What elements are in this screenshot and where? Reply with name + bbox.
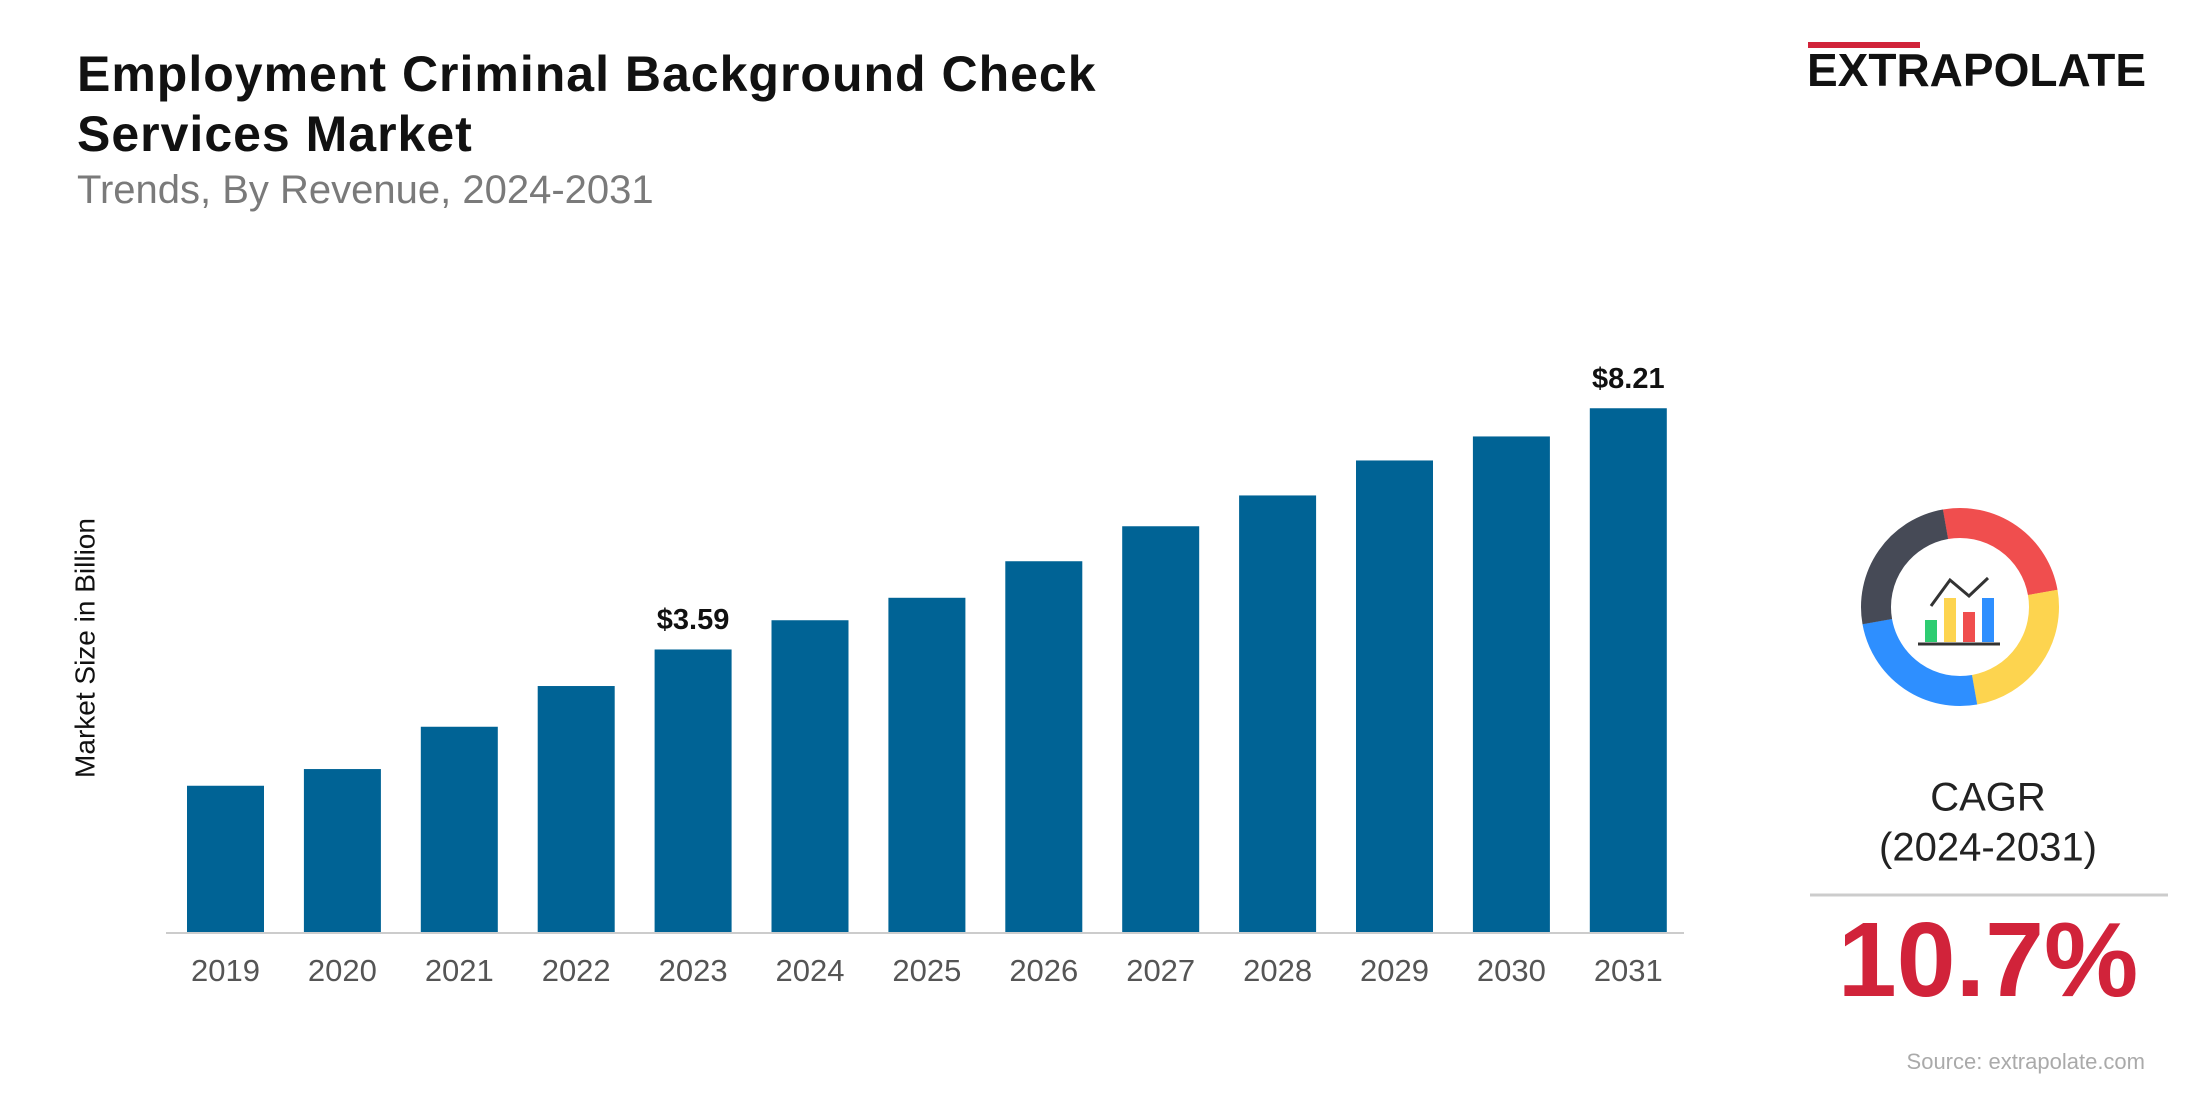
cagr-label: CAGR (1930, 776, 2046, 820)
bar (187, 785, 264, 933)
icon-bar (1963, 612, 1975, 642)
y-axis-label: Market Size in Billion (69, 518, 100, 778)
bar (1239, 495, 1317, 933)
cagr-value: 10.7% (1838, 901, 2139, 1019)
icon-bar (1925, 620, 1937, 642)
icon-line (1929, 576, 1990, 607)
bar (1122, 526, 1200, 933)
x-tick-label: 2022 (542, 953, 611, 988)
data-label: $8.21 (1592, 363, 1665, 395)
cagr-period: (2024-2031) (1879, 826, 2097, 870)
x-tick-label: 2019 (191, 953, 260, 988)
x-tick-label: 2028 (1243, 953, 1312, 988)
bar (1356, 460, 1433, 933)
chart-title: Employment Criminal Background Check Ser… (77, 46, 1097, 162)
bar (771, 620, 849, 933)
x-tick-label: 2026 (1009, 953, 1078, 988)
icon-bar (1982, 598, 1994, 642)
x-tick-label: 2029 (1360, 953, 1429, 988)
cagr-icon (1861, 508, 2059, 706)
x-tick-label: 2027 (1126, 953, 1195, 988)
x-tick-label: 2023 (659, 953, 728, 988)
logo-bar (1808, 42, 1920, 48)
icon-bar (1944, 598, 1956, 642)
bar (1589, 408, 1667, 933)
x-tick-label: 2024 (776, 953, 845, 988)
source: Source: extrapolate.com (1907, 1049, 2145, 1074)
brand-logo: EXTRAPOLATE (1807, 44, 2146, 96)
bar (303, 769, 381, 933)
x-tick-label: 2031 (1594, 953, 1663, 988)
x-tick-label: 2021 (425, 953, 494, 988)
x-tick-label: 2020 (308, 953, 377, 988)
bar (537, 686, 615, 933)
bar (420, 726, 498, 933)
x-tick-label: 2030 (1477, 953, 1546, 988)
chart-subtitle: Trends, By Revenue, 2024-2031 (77, 168, 654, 212)
bar (888, 597, 966, 933)
bar (1005, 561, 1083, 933)
bar (654, 649, 732, 933)
x-tick-label: 2025 (892, 953, 961, 988)
bar (1472, 436, 1550, 933)
data-label: $3.59 (657, 604, 730, 636)
icon-ring (1861, 508, 2059, 706)
